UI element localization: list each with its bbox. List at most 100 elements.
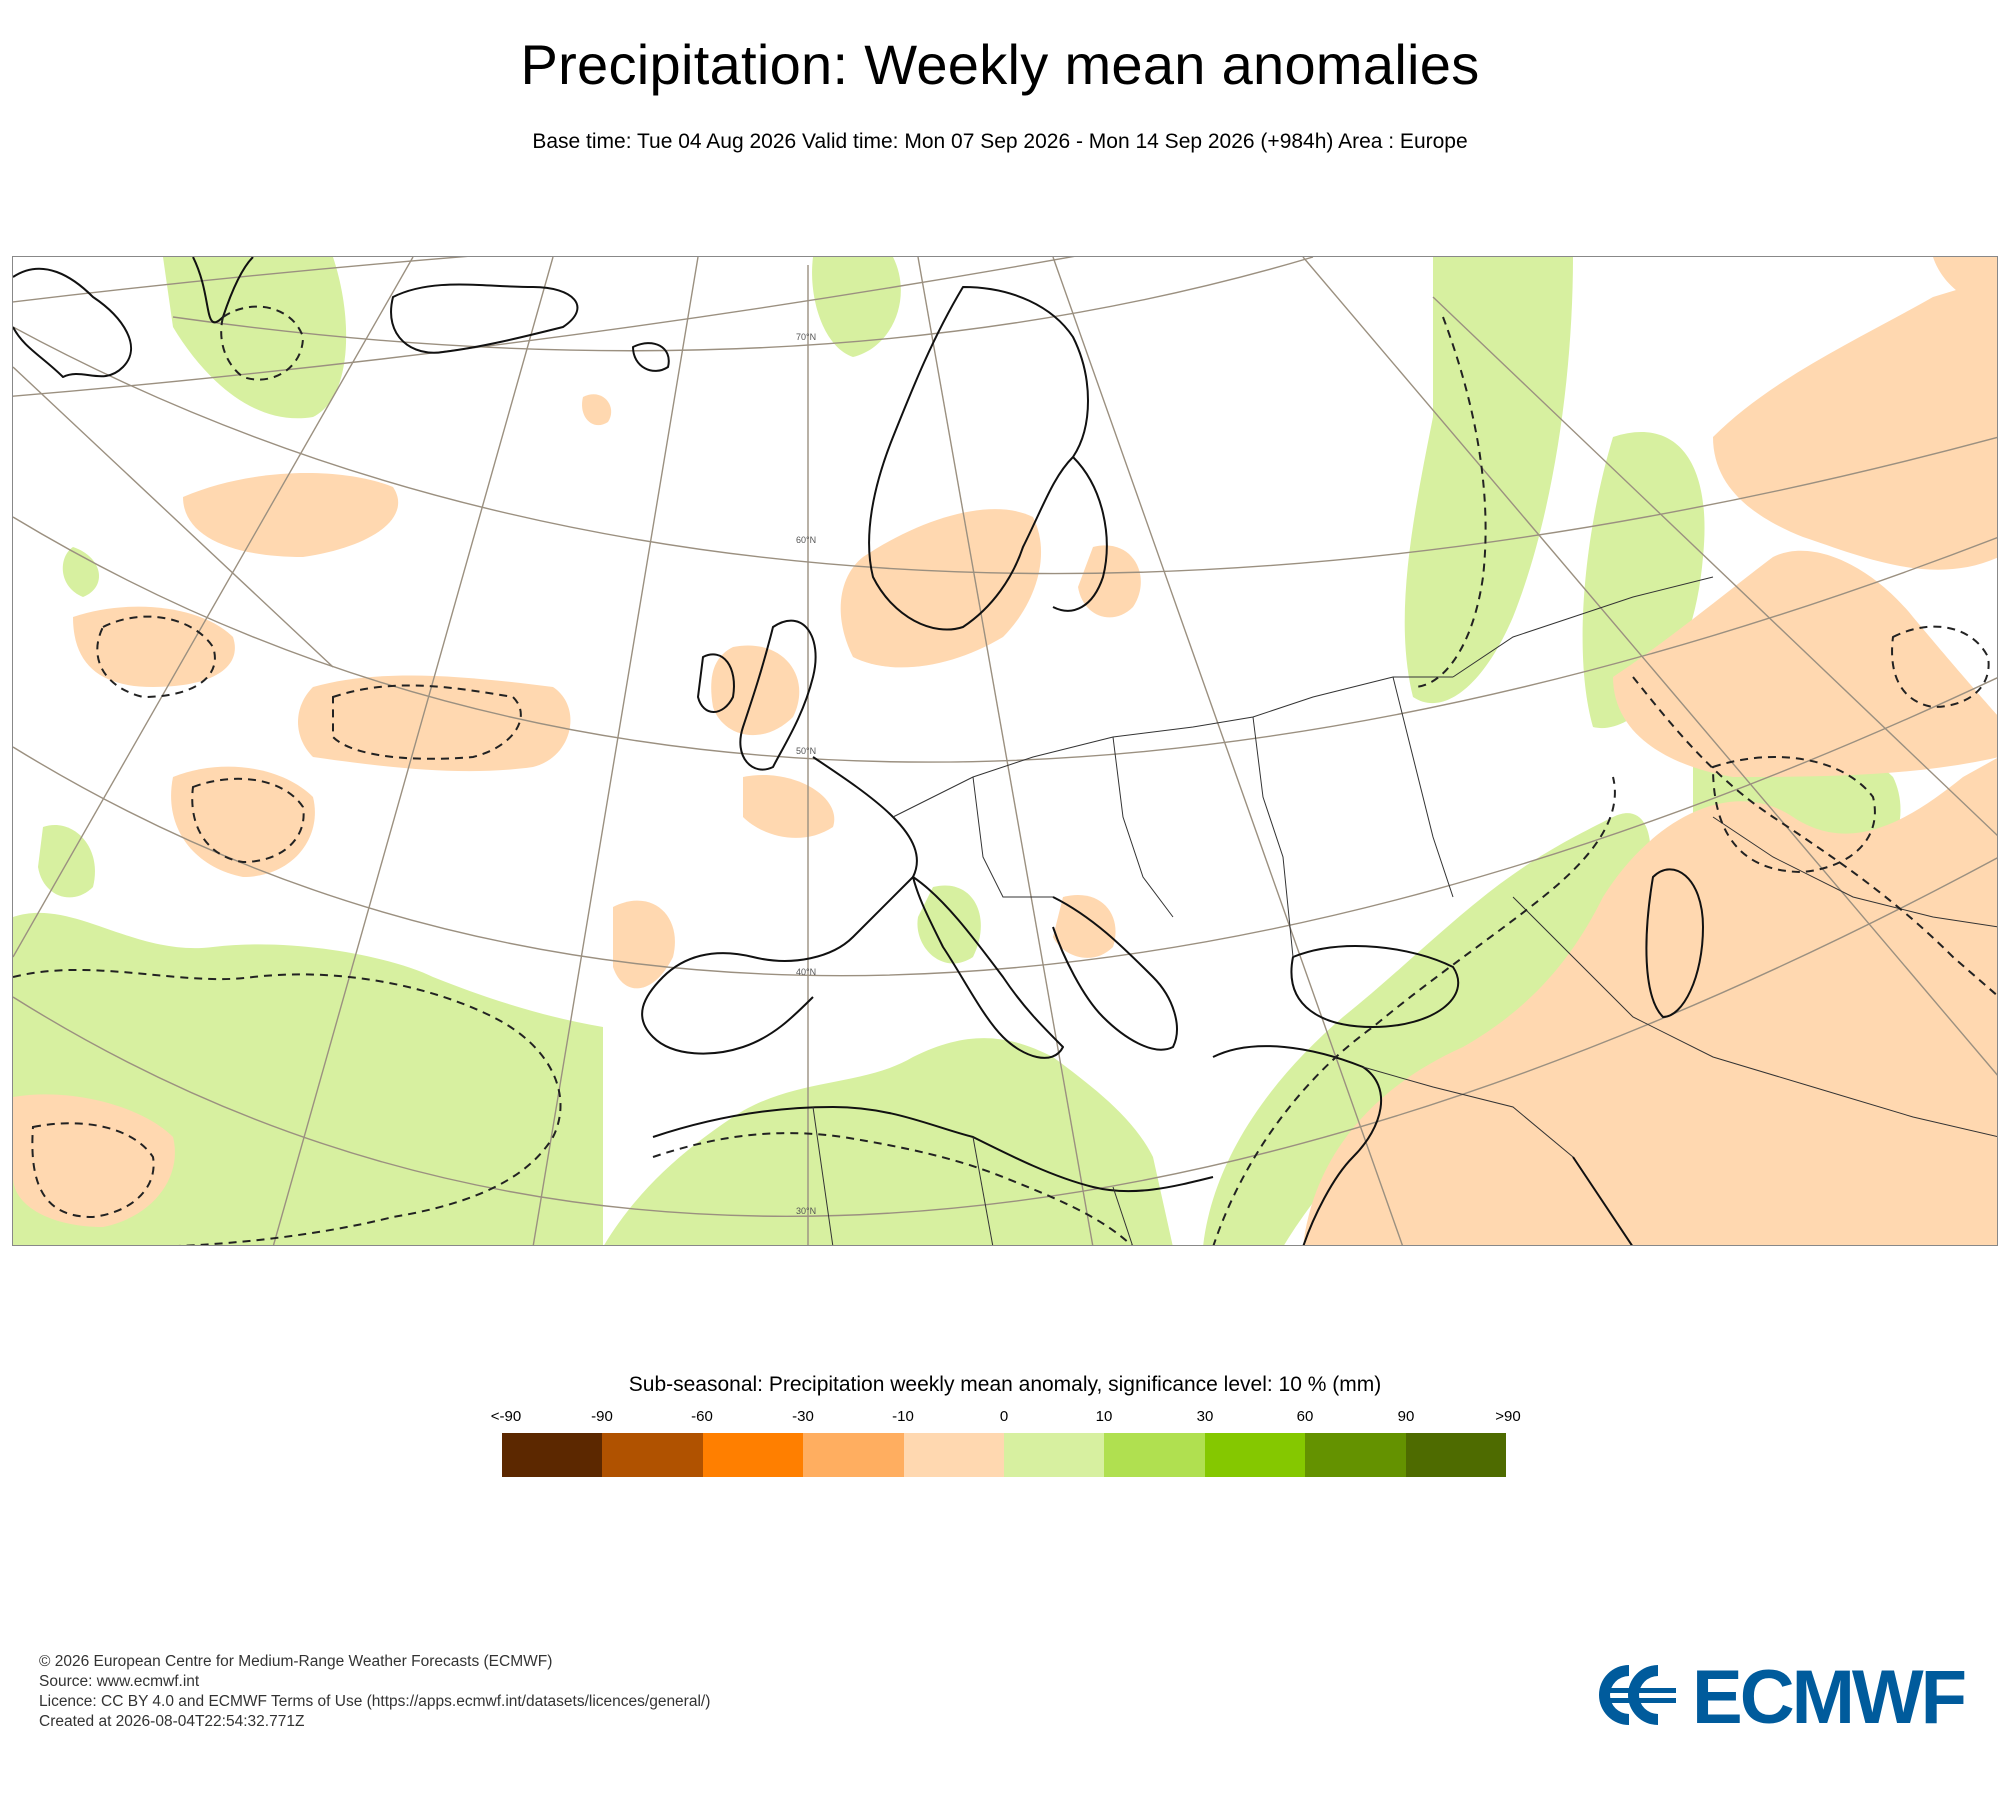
legend-title: Sub-seasonal: Precipitation weekly mean … — [628, 1373, 1382, 1396]
wet-area-west-russia — [1404, 257, 1573, 704]
latitude-labels: 70°N 60°N 50°N 40°N 30°N — [796, 332, 816, 1216]
contour-east-1 — [1891, 625, 1990, 709]
coast-persian-gulf — [1572, 1156, 1633, 1245]
graticule — [13, 257, 1997, 1245]
dry-area-middle-east — [1303, 758, 1997, 1245]
footer-copyright: © 2026 European Centre for Medium-Range … — [39, 1653, 553, 1670]
footer-credits: © 2026 European Centre for Medium-Range … — [39, 1652, 710, 1732]
graticule-parallel-80 — [13, 257, 468, 303]
wet-area-atlantic-small — [38, 825, 95, 898]
border-line-3 — [1112, 736, 1174, 918]
contour-atlantic-south — [31, 1122, 155, 1219]
legend-tick: -60 — [691, 1408, 713, 1425]
anomaly-map: 70°N 60°N 50°N 40°N 30°N — [12, 256, 1998, 1246]
coast-greenland-west — [13, 267, 133, 378]
graticule-parallel-70 — [172, 257, 1314, 352]
wet-area-sardinia — [917, 885, 981, 964]
graticule-meridian-e40 — [1302, 257, 1997, 1076]
legend-colorbar — [502, 1433, 1507, 1477]
legend-tick: -10 — [892, 1408, 914, 1425]
footer-created: Created at 2026-08-04T22:54:32.771Z — [39, 1713, 305, 1730]
legend-tick: 30 — [1196, 1408, 1214, 1425]
coastlines — [13, 257, 1704, 1245]
border-line-11 — [1112, 1186, 1133, 1245]
lat-label-40: 40°N — [796, 967, 816, 977]
dry-area-northeast-corner — [1933, 257, 1997, 307]
wet-area-norwegian-sea — [812, 257, 901, 357]
border-line-5 — [1392, 676, 1454, 898]
border-line-9 — [812, 1106, 834, 1245]
border-line-1 — [892, 676, 1453, 818]
country-borders — [812, 576, 1997, 1245]
graticule-parallel-50 — [13, 516, 1997, 763]
coast-caspian-sea — [1645, 868, 1704, 1018]
graticule-meridian-e10 — [917, 257, 1094, 1245]
ecmwf-logo-text: ECMWF — [1692, 1655, 1967, 1740]
wet-area-atlantic-small-2 — [62, 547, 100, 597]
legend-swatch — [803, 1433, 904, 1477]
dry-area-kazakhstan — [1613, 550, 1997, 777]
dry-area-balkans — [1053, 895, 1116, 958]
graticule-meridian-w20 — [272, 257, 554, 1245]
legend-tick: 0 — [999, 1408, 1009, 1425]
coast-black-sea — [1290, 945, 1460, 1028]
dry-area-atlantic-2 — [73, 606, 235, 687]
legend-tick: -90 — [591, 1408, 613, 1425]
legend-tick: 90 — [1397, 1408, 1415, 1425]
dry-area-atlantic-south — [13, 1094, 175, 1227]
legend-swatch — [502, 1433, 603, 1477]
graticule-parallel-hidden — [13, 257, 1075, 397]
graticule-meridian-e50 — [1432, 296, 1997, 837]
dry-area-baltic — [1078, 545, 1141, 618]
coast-turkey-levant — [1212, 1045, 1382, 1245]
dry-area-atlantic-1 — [298, 675, 571, 772]
contour-greenland — [220, 305, 305, 381]
coast-great-britain — [739, 619, 817, 771]
coast-north-africa — [652, 1106, 1214, 1193]
dry-area-atlantic-3 — [183, 473, 399, 557]
legend-swatch — [1305, 1433, 1406, 1477]
graticule-meridian-w40 — [13, 366, 334, 668]
page-title: Precipitation: Weekly mean anomalies — [520, 33, 1480, 96]
footer-licence: Licence: CC BY 4.0 and ECMWF Terms of Us… — [39, 1693, 711, 1710]
coast-ireland — [697, 653, 735, 713]
legend-swatch — [1004, 1433, 1105, 1477]
map-canvas: 70°N 60°N 50°N 40°N 30°N — [13, 257, 1997, 1245]
contour-north-africa — [652, 1132, 1133, 1245]
coast-france-iberia — [641, 756, 918, 1055]
graticule-meridian-w30 — [13, 257, 414, 958]
border-line-10 — [972, 1136, 994, 1245]
border-line-7 — [1512, 896, 1997, 1138]
graticule-meridian-e20 — [1052, 257, 1404, 1245]
border-line-12 — [1712, 816, 1997, 928]
coast-faroe — [632, 342, 670, 372]
legend-tick: <-90 — [490, 1408, 522, 1425]
graticule-parallel-60 — [13, 326, 1997, 575]
contour-atlantic-2 — [96, 615, 216, 699]
dry-area-iceland-south — [582, 394, 612, 426]
graticule-parallel-40 — [13, 677, 1997, 977]
legend-tick: 60 — [1296, 1408, 1314, 1425]
legend-swatch — [1204, 1433, 1306, 1477]
contour-kazakhstan — [1632, 676, 1997, 997]
footer-source: Source: www.ecmwf.int — [39, 1673, 200, 1690]
graticule-meridian-w10 — [532, 257, 699, 1245]
legend-swatch — [602, 1433, 703, 1477]
graticule-parallel-30 — [13, 857, 1997, 1217]
wet-area-east-med — [1203, 813, 1651, 1245]
dry-area-north-sea — [840, 509, 1042, 668]
contour-west-russia — [1412, 316, 1487, 688]
lat-label-30: 30°N — [796, 1206, 816, 1216]
page-subtitle: Base time: Tue 04 Aug 2026 Valid time: M… — [532, 130, 1468, 153]
border-line-8 — [1362, 1066, 1574, 1158]
coast-scandinavia — [868, 286, 1089, 631]
legend-tick: 10 — [1095, 1408, 1113, 1425]
contour-caspian-region — [1711, 756, 1876, 874]
dry-area-ural — [1713, 277, 1997, 570]
legend-tick: >90 — [1495, 1408, 1521, 1425]
lat-label-50: 50°N — [796, 746, 816, 756]
coast-iceland — [390, 283, 579, 354]
dry-area-atlantic-4 — [171, 766, 315, 877]
coast-italy — [912, 876, 1064, 1059]
ecmwf-logo: ECMWF — [1596, 1655, 1971, 1740]
